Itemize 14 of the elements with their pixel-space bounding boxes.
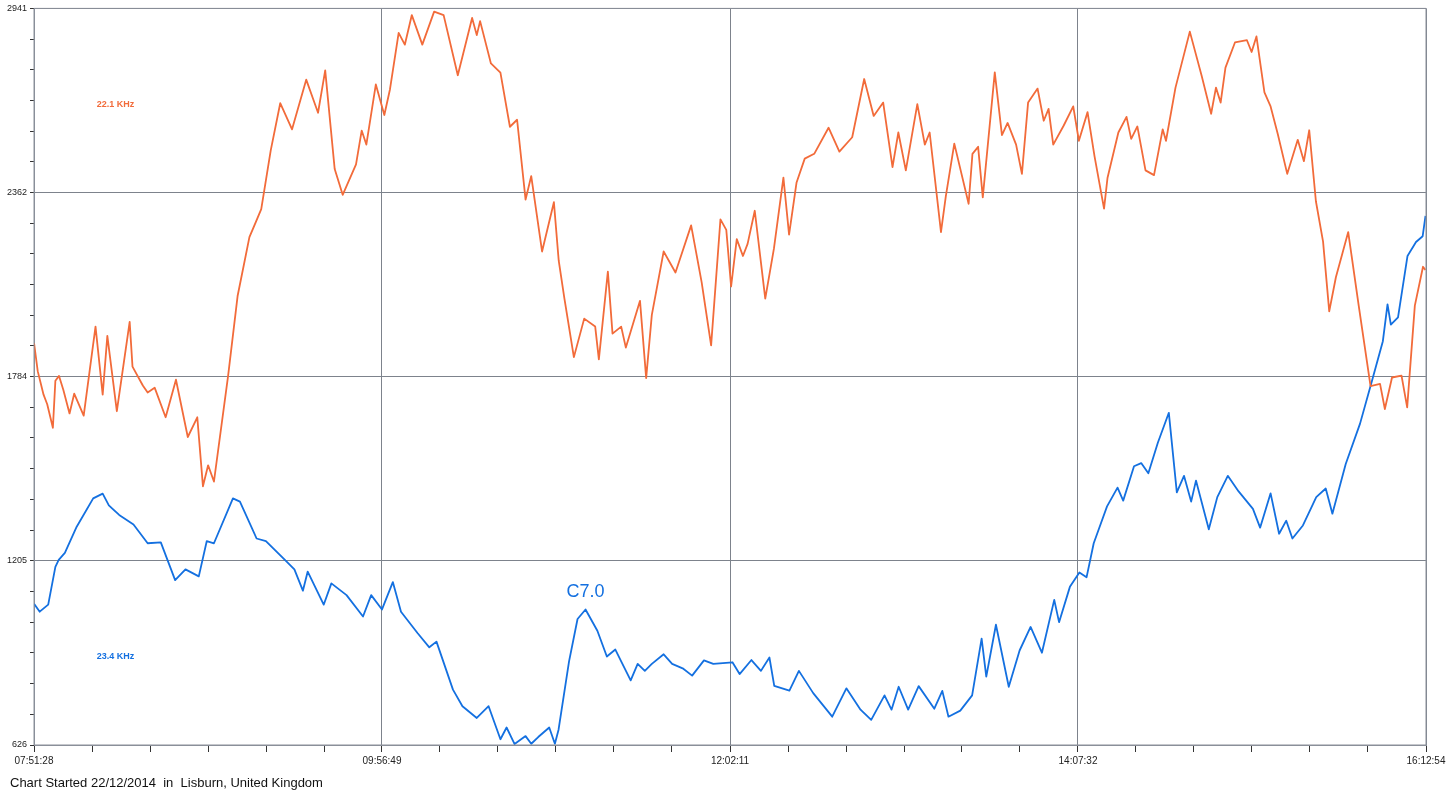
x-tick-label: 07:51:28 xyxy=(14,754,54,766)
y-tick-label: 1784 xyxy=(6,371,28,382)
annotation: C7.0 xyxy=(566,581,605,602)
y-tick-label: 2362 xyxy=(6,187,28,198)
y-tick-label: 1205 xyxy=(6,555,28,566)
x-tick-label: 14:07:32 xyxy=(1058,754,1098,766)
text: Chart Started 22/12/2014 in Lisburn, United Kingdom xyxy=(10,775,323,790)
y-tick-label: 626 xyxy=(11,739,28,750)
text: 23.4 KHz xyxy=(96,651,135,662)
x-tick-label: 16:12:54 xyxy=(1406,754,1446,766)
y-tick-label: 2941 xyxy=(6,2,28,13)
x-tick-label: 12:02:11 xyxy=(710,754,750,766)
text: 22.1 KHz xyxy=(96,98,135,109)
x-tick-label: 09:56:49 xyxy=(362,754,402,766)
